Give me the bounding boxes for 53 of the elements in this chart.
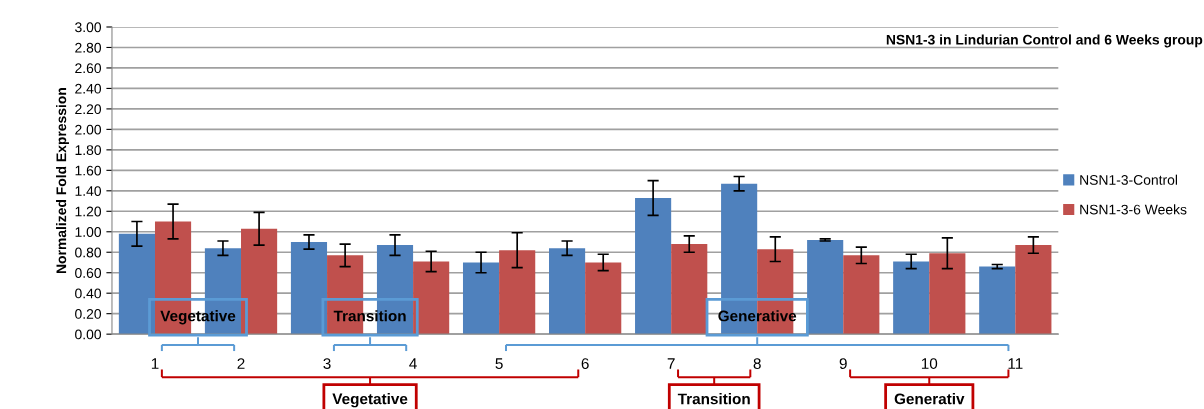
y-tick-label: 2.60 [75,63,102,74]
annotation: Vegetative [160,310,236,325]
x-tick-label: 10 [921,358,938,369]
bar [807,239,844,335]
x-tick-label: 1 [151,358,159,369]
y-tick-label: 2.00 [75,124,102,135]
bar [462,262,500,335]
y-tick-label: 1.80 [75,145,102,156]
y-tick-label: 2.80 [75,42,102,53]
y-tick-label: 0.60 [75,268,102,278]
annotation: Transition [333,310,406,322]
y-tick-label: 2.20 [75,104,102,115]
text: Transition [677,393,750,405]
y-tick-label: 0.40 [75,288,102,299]
bar [118,233,155,335]
y-tick-label: 0.00 [75,329,102,340]
x-tick-label: 7 [667,358,675,369]
bar [671,244,708,335]
y-tick-label: 1.60 [75,165,102,176]
x-tick-label: 3 [323,358,331,369]
y-tick-label: 1.40 [75,186,102,196]
x-tick-label: 11 [1008,358,1023,369]
y-tick-label: 1.00 [75,227,102,237]
legend-label: NSN1-3-6 Weeks [1080,204,1187,215]
bar [635,197,672,335]
bar [499,250,536,335]
bar [241,228,278,335]
text: Generativ [894,393,965,405]
annotation: Generative [718,310,797,322]
y-tick-label: 0.20 [75,309,102,319]
y-tick-label: 0.80 [75,247,102,258]
bar [929,253,966,335]
y-axis-title: Normalized Fold Expression [56,88,69,274]
bar [413,261,450,335]
y-tick-label: 3.00 [75,22,102,33]
bar [290,242,328,335]
x-tick-label: 9 [839,358,847,369]
bar [843,255,880,335]
bar [893,261,930,335]
x-tick-label: 5 [495,358,503,369]
y-tick-label: 2.40 [75,83,102,94]
bar [979,266,1016,335]
text: Vegetative [332,393,408,408]
legend-label: NSN1-3-Control [1080,174,1178,185]
x-tick-label: 6 [581,358,589,369]
bar [585,262,622,335]
bar [549,248,586,335]
x-tick-label: 8 [753,358,761,369]
x-tick-label: 4 [409,358,417,369]
bar [1015,245,1052,335]
y-tick-label: 1.20 [75,206,102,217]
x-tick-label: 2 [237,358,245,369]
text: NSN1-3 in Lindurian Control and 6 Weeks group [886,34,1203,48]
